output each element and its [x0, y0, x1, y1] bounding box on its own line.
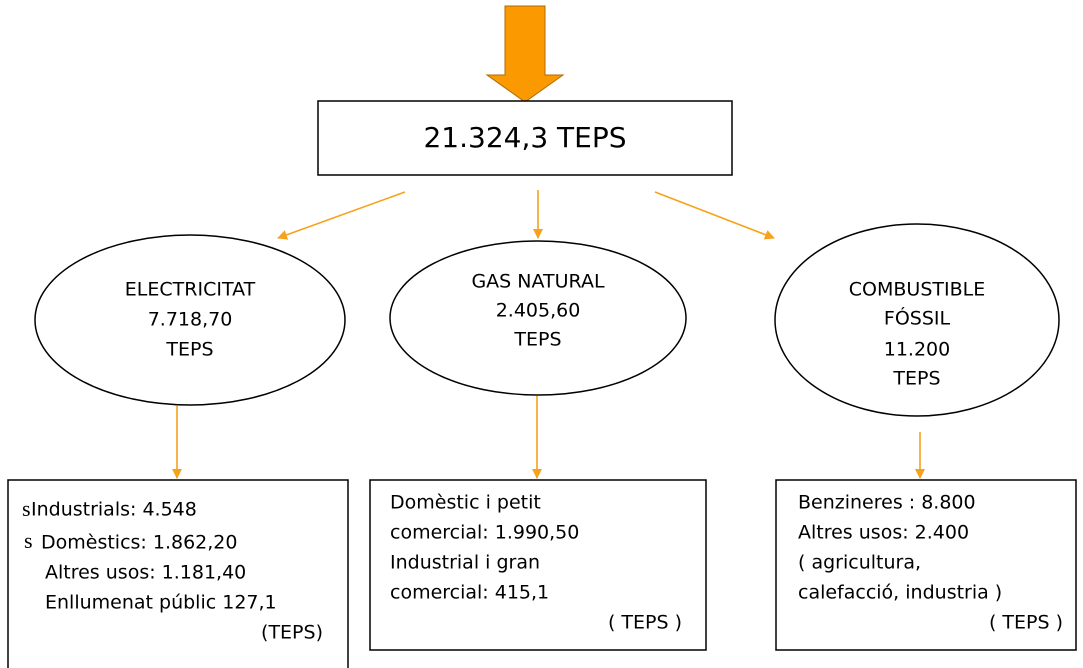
node-text: TEPS	[165, 339, 213, 361]
node-text: TEPS	[513, 329, 561, 351]
node-text: COMBUSTIBLE	[849, 279, 985, 301]
breakdown-text: Industrial i gran	[390, 552, 540, 574]
total-box	[317, 100, 733, 176]
node-text: 7.718,70	[148, 309, 233, 331]
breakdown-unit: ( TEPS )	[989, 612, 1063, 634]
source-node	[774, 223, 1060, 417]
breakdown-box	[7, 479, 349, 668]
breakdown-text: Domèstic i petit	[390, 492, 541, 514]
breakdown-text: Altres usos: 1.181,40	[45, 562, 246, 584]
clipped-text: s	[24, 528, 33, 553]
breakdown-unit: ( TEPS )	[608, 612, 682, 634]
source-node	[389, 240, 687, 396]
clipped-text: s	[22, 496, 31, 521]
node-text: TEPS	[892, 368, 940, 390]
node-text: 2.405,60	[496, 300, 581, 322]
breakdown-text: comercial: 1.990,50	[390, 522, 579, 544]
connector	[654, 191, 775, 240]
node-text: GAS NATURAL	[471, 271, 604, 293]
breakdown-text: comercial: 415,1	[390, 582, 549, 604]
breakdown-text: ( agricultura,	[798, 552, 921, 574]
breakdown-unit: (TEPS)	[261, 622, 323, 644]
breakdown-text: Altres usos: 2.400	[798, 522, 969, 544]
total-label: 21.324,3 TEPS	[423, 121, 626, 154]
breakdown-text: Industrials: 4.548	[31, 499, 197, 521]
node-text: ELECTRICITAT	[125, 279, 256, 301]
breakdown-text: Enllumenat públic 127,1	[45, 592, 277, 614]
connector	[277, 191, 406, 240]
source-node	[34, 234, 346, 406]
breakdown-text: calefacció, industria )	[798, 582, 1002, 604]
breakdown-text: Benzineres : 8.800	[798, 492, 976, 514]
input-arrow	[485, 5, 565, 103]
breakdown-box	[775, 479, 1077, 651]
node-text: 11.200	[884, 339, 950, 361]
breakdown-box	[369, 479, 707, 651]
node-text: FÓSSIL	[884, 306, 951, 330]
breakdown-text: Domèstics: 1.862,20	[41, 532, 237, 554]
